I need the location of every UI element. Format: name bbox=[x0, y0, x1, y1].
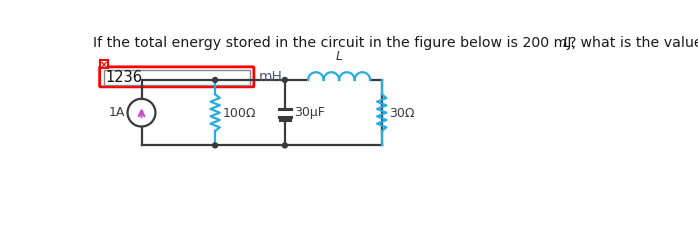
Text: L: L bbox=[563, 36, 571, 50]
Text: 100Ω: 100Ω bbox=[223, 107, 256, 120]
Text: 1236: 1236 bbox=[106, 69, 143, 84]
FancyBboxPatch shape bbox=[101, 61, 108, 68]
Circle shape bbox=[213, 78, 218, 83]
Text: ×: × bbox=[101, 60, 108, 70]
Circle shape bbox=[283, 78, 288, 83]
Text: 1A: 1A bbox=[109, 105, 125, 118]
Text: L: L bbox=[336, 50, 343, 63]
Text: mH: mH bbox=[258, 70, 283, 84]
FancyBboxPatch shape bbox=[103, 71, 250, 85]
Text: 30Ω: 30Ω bbox=[389, 107, 415, 120]
FancyBboxPatch shape bbox=[100, 68, 254, 87]
Text: ?: ? bbox=[569, 36, 576, 50]
Circle shape bbox=[213, 143, 218, 148]
Text: If the total energy stored in the circuit in the figure below is 200 mJ, what is: If the total energy stored in the circui… bbox=[93, 36, 698, 50]
Circle shape bbox=[283, 143, 288, 148]
Text: 30μF: 30μF bbox=[294, 105, 325, 118]
